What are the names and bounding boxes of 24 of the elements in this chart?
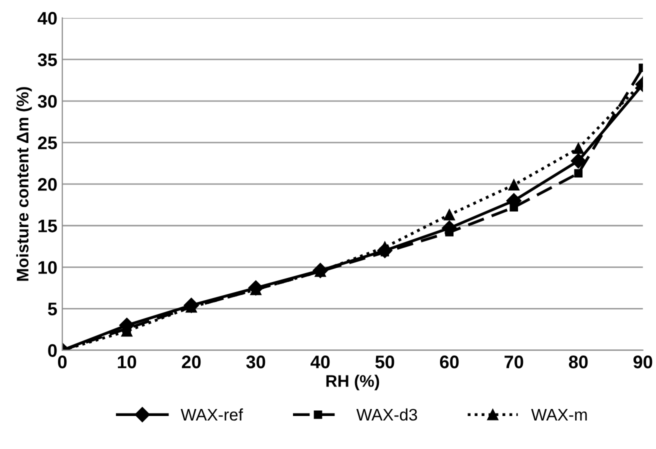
x-tick-label: 40 [310,356,330,368]
x-axis-title: RH (%) [326,374,380,390]
x-tick-label: 30 [246,356,266,368]
y-tick-label: 10 [38,261,57,274]
y-tick-label: 25 [38,136,57,150]
y-tick-label: 20 [38,178,57,191]
x-tick-label: 10 [118,356,136,368]
y-tick-label: 0 [48,344,57,357]
y-tick-label: 35 [38,53,57,66]
x-tick-label: 50 [375,356,394,368]
y-tick-label: 30 [38,94,57,108]
x-tick-label: 80 [568,356,588,368]
x-tick-label: 60 [440,356,459,368]
x-tick-label: 0 [58,356,67,368]
y-tick-label: 15 [38,220,57,232]
x-tick-label: 20 [182,356,201,368]
y-tick-label: 40 [38,12,57,25]
y-tick-label: 5 [48,302,57,316]
legend-label: WAX-d3 [356,408,418,421]
x-tick-label: 90 [633,356,652,368]
legend-label: WAX-m [531,409,587,420]
legend-label: WAX-ref [180,408,244,421]
y-axis-title: Moisture content Δm (%) [16,87,32,281]
x-tick-label: 70 [504,356,524,368]
